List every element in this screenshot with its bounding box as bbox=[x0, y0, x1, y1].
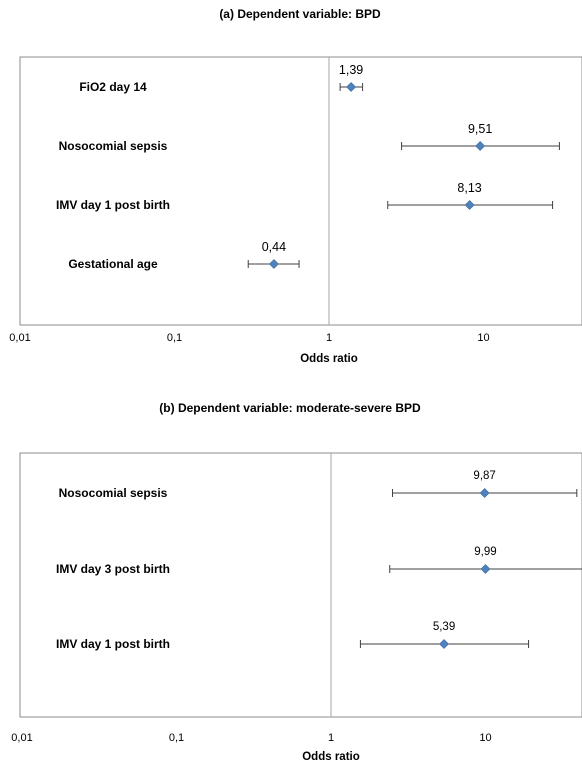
row-label: Nosocomial sepsis bbox=[59, 139, 168, 153]
x-tick-label: 0,01 bbox=[11, 732, 32, 744]
odds-ratio-value-label: 9,87 bbox=[473, 470, 495, 482]
odds-ratio-value-label: 9,51 bbox=[468, 122, 492, 136]
odds-ratio-value-label: 1,39 bbox=[339, 63, 363, 77]
forest-row: Nosocomial sepsis 9,51 bbox=[59, 122, 560, 153]
x-tick-label: 0,1 bbox=[169, 732, 184, 744]
odds-ratio-marker bbox=[480, 564, 491, 574]
plot-frame bbox=[19, 56, 582, 326]
x-axis-label: Odds ratio bbox=[302, 751, 360, 763]
x-tick-label: 0,1 bbox=[167, 332, 182, 344]
row-label: FiO2 day 14 bbox=[79, 80, 147, 94]
row-label: Gestational age bbox=[68, 257, 158, 271]
odds-ratio-value-label: 9,99 bbox=[474, 546, 496, 558]
forest-row: Nosocomial sepsis 9,87 bbox=[59, 470, 578, 500]
row-label: Nosocomial sepsis bbox=[59, 486, 168, 500]
odds-ratio-marker bbox=[346, 82, 357, 92]
odds-ratio-value-label: 0,44 bbox=[262, 240, 286, 254]
row-label: IMV day 1 post birth bbox=[56, 198, 170, 212]
forest-row: Gestational age 0,44 bbox=[68, 240, 300, 271]
forest-row: IMV day 1 post birth 5,39 bbox=[56, 621, 530, 651]
chart-panel-b: (b) Dependent variable: moderate-severe … bbox=[11, 401, 582, 763]
chart-panel-a: (a) Dependent variable: BPD 0,01 0,1 1 10 Odd… bbox=[9, 7, 582, 365]
odds-ratio-marker bbox=[268, 259, 279, 269]
x-tick-label: 10 bbox=[477, 332, 489, 344]
x-tick-label: 0,01 bbox=[9, 332, 30, 344]
row-label: IMV day 1 post birth bbox=[56, 637, 170, 651]
odds-ratio-marker bbox=[479, 488, 490, 498]
forest-row: FiO2 day 14 1,39 bbox=[79, 63, 363, 94]
x-tick-label: 10 bbox=[479, 732, 491, 744]
forest-row: IMV day 3 post birth 9,99 bbox=[56, 546, 582, 576]
odds-ratio-marker bbox=[439, 639, 449, 649]
x-tick-label: 1 bbox=[328, 732, 334, 744]
chart-title: (b) Dependent variable: moderate-severe … bbox=[159, 401, 421, 415]
chart-title: (a) Dependent variable: BPD bbox=[219, 7, 381, 21]
x-tick-label: 1 bbox=[326, 332, 332, 344]
forest-row: IMV day 1 post birth 8,13 bbox=[56, 181, 554, 212]
plot-frame bbox=[19, 452, 582, 718]
odds-ratio-marker bbox=[475, 141, 486, 151]
odds-ratio-value-label: 8,13 bbox=[457, 181, 481, 195]
odds-ratio-marker bbox=[464, 200, 475, 210]
odds-ratio-value-label: 5,39 bbox=[433, 621, 455, 633]
row-label: IMV day 3 post birth bbox=[56, 562, 170, 576]
x-axis-label: Odds ratio bbox=[300, 353, 358, 365]
